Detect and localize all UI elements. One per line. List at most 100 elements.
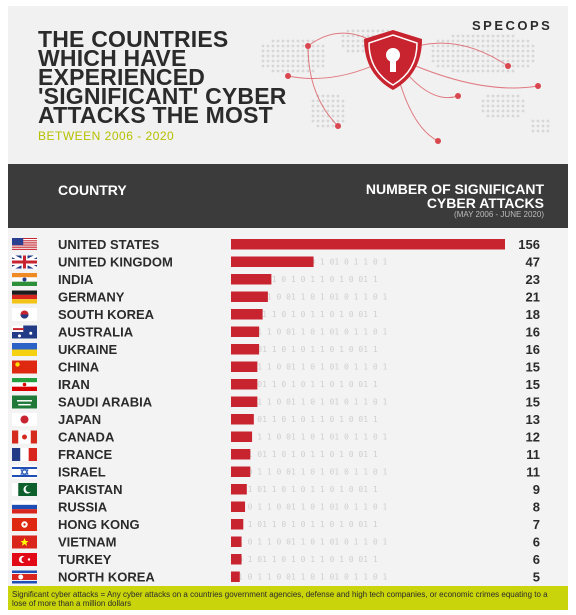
- value-label: 15: [526, 395, 540, 410]
- value-label: 8: [533, 500, 540, 515]
- bar-united-states: [231, 239, 505, 250]
- svg-text:0 1 01 1 0 1 0 1 1 0 1: 0 1 01 1 0 1 0 1 1 0 1 0 01 1: [238, 520, 378, 529]
- country-label: SOUTH KOREA: [58, 307, 155, 322]
- bar-vietnam: [231, 536, 242, 547]
- value-label: 12: [526, 430, 540, 445]
- bar-united-kingdom: [231, 256, 314, 267]
- flag-china-icon: [12, 360, 37, 374]
- svg-text:0 1 01 1 0 1 0 1 1 0 1: 0 1 01 1 0 1 0 1 1 0 1 0 01 1: [238, 485, 378, 494]
- flag-pakistan-icon: [12, 483, 37, 496]
- value-label: 15: [526, 360, 540, 375]
- bar-france: [231, 449, 251, 460]
- country-label: ISRAEL: [58, 465, 106, 480]
- shield-lock-icon: [364, 30, 422, 90]
- date-range-subtitle: BETWEEN 2006 - 2020: [38, 129, 175, 143]
- value-label: 47: [526, 255, 540, 270]
- country-label: NORTH KOREA: [58, 570, 155, 585]
- svg-text:1 0 1 1 0 01 1 0 1 01: 1 0 1 1 0 01 1 0 1 01 0 1 1 0 1: [238, 398, 387, 407]
- value-label: 6: [533, 552, 540, 567]
- flag-hong-kong-icon: [12, 518, 37, 531]
- flag-iran-icon: [12, 378, 37, 391]
- value-label: 9: [533, 482, 540, 497]
- flag-israel-icon: [12, 465, 37, 479]
- svg-text:0 1 01 1 0 1 0 1 1 0 1: 0 1 01 1 0 1 0 1 1 0 1 0 01 1: [238, 450, 378, 459]
- bar-north-korea: [231, 571, 240, 582]
- value-label: 11: [526, 465, 540, 480]
- bar-iran: [231, 379, 258, 390]
- bar-hong-kong: [231, 519, 244, 530]
- flag-saudi-arabia-icon: [12, 395, 37, 409]
- country-label: AUSTRALIA: [58, 325, 134, 340]
- country-label: SAUDI ARABIA: [58, 395, 153, 410]
- svg-text:1 0 1 1 0 01 1 0 1 01: 1 0 1 1 0 01 1 0 1 01 0 1 1 0 1: [238, 503, 387, 512]
- country-label: HONG KONG: [58, 517, 140, 532]
- value-label: 16: [526, 325, 540, 340]
- binary-background-pattern: 0 1 01 1 0 1 0 1 1 0 1 0 01 1 1 0 1 1 0 0…: [238, 240, 387, 582]
- world-map-network-icon: [261, 29, 550, 144]
- country-label: UKRAINE: [58, 342, 118, 357]
- svg-text:1 0 1 1 0 01 1 0 1 01: 1 0 1 1 0 01 1 0 1 01 0 1 1 0 1: [238, 328, 387, 337]
- value-label: 21: [526, 290, 540, 305]
- country-label: GERMANY: [58, 290, 125, 305]
- bar-ukraine: [231, 344, 260, 355]
- country-label: VIETNAM: [58, 535, 117, 550]
- value-label: 5: [533, 570, 540, 585]
- bar-saudi-arabia: [231, 396, 258, 407]
- svg-text:1 0 1 1 0 01 1 0 1 01: 1 0 1 1 0 01 1 0 1 01 0 1 1 0 1: [238, 468, 387, 477]
- flag-vietnam-icon: [12, 535, 37, 549]
- period-note: (MAY 2006 - JUNE 2020): [454, 210, 544, 219]
- bar-australia: [231, 326, 260, 337]
- flag-ukraine-icon: [12, 343, 37, 356]
- bar-india: [231, 274, 272, 285]
- svg-text:1 0 1 1 0 01 1 0 1 01: 1 0 1 1 0 01 1 0 1 01 0 1 1 0 1: [238, 293, 387, 302]
- flag-japan-icon: [12, 413, 37, 426]
- bar-japan: [231, 414, 254, 425]
- attacks-column-header: NUMBER OF SIGNIFICANT CYBER ATTACKS: [365, 181, 544, 211]
- svg-text:0 1 01 1 0 1 0 1 1 0 1: 0 1 01 1 0 1 0 1 1 0 1 0 01 1: [238, 275, 378, 284]
- brand-logo: SPECOPS: [472, 18, 553, 33]
- value-label: 11: [526, 447, 540, 462]
- flag-france-icon: [12, 448, 37, 461]
- svg-text:0 1 01 1 0 1 0 1 1 0 1: 0 1 01 1 0 1 0 1 1 0 1 0 01 1: [238, 415, 378, 424]
- footnote: Significant cyber attacks = Any cyber at…: [12, 590, 548, 608]
- footer-band: Significant cyber attacks = Any cyber at…: [8, 586, 568, 610]
- bar-chart: 0 1 01 1 0 1 0 1 1 0 1 0 01 1 1 0 1 1 0 0…: [11, 237, 540, 585]
- column-header-bar: COUNTRY NUMBER OF SIGNIFICANT CYBER ATTA…: [8, 164, 568, 228]
- value-label: 15: [526, 377, 540, 392]
- value-label: 156: [518, 237, 540, 252]
- svg-text:1 0 1 1 0 01 1 0 1 01: 1 0 1 1 0 01 1 0 1 01 0 1 1 0 1: [238, 433, 387, 442]
- country-label: FRANCE: [58, 447, 112, 462]
- country-label: CHINA: [58, 360, 100, 375]
- bar-canada: [231, 431, 253, 442]
- flag-canada-icon: [12, 430, 37, 444]
- header: THE COUNTRIES WHICH HAVE EXPERIENCED 'SI…: [8, 6, 568, 164]
- flag-united-kingdom-icon: [11, 254, 38, 270]
- value-label: 6: [533, 535, 540, 550]
- country-label: PAKISTAN: [58, 482, 123, 497]
- svg-text:1 0 1 1 0 01 1 0 1 01: 1 0 1 1 0 01 1 0 1 01 0 1 1 0 1: [238, 573, 387, 582]
- svg-text:1 0 1 1 0 01 1 0 1 01: 1 0 1 1 0 01 1 0 1 01 0 1 1 0 1: [238, 538, 387, 547]
- country-label: UNITED STATES: [58, 237, 160, 252]
- country-label: TURKEY: [58, 552, 112, 567]
- flag-turkey-icon: [12, 553, 37, 566]
- flag-germany-icon: [12, 290, 37, 304]
- value-label: 13: [526, 412, 540, 427]
- flag-russia-icon: [12, 500, 37, 514]
- flag-india-icon: [12, 273, 37, 286]
- country-label: CANADA: [58, 430, 115, 445]
- bar-turkey: [231, 554, 242, 565]
- flag-south-korea-icon: [12, 308, 37, 321]
- page-title: THE COUNTRIES WHICH HAVE EXPERIENCED 'SI…: [38, 26, 287, 128]
- svg-text:1 0 1 1 0 01 1 0 1 01: 1 0 1 1 0 01 1 0 1 01 0 1 1 0 1: [238, 363, 387, 372]
- bar-germany: [231, 291, 268, 302]
- country-label: IRAN: [58, 377, 90, 392]
- country-label: RUSSIA: [58, 500, 108, 515]
- country-label: JAPAN: [58, 412, 101, 427]
- country-label: UNITED KINGDOM: [58, 255, 173, 270]
- svg-text:0 1 01 1 0 1 0 1 1 0 1: 0 1 01 1 0 1 0 1 1 0 1 0 01 1: [238, 310, 378, 319]
- value-label: 7: [533, 517, 540, 532]
- svg-text:0 1 01 1 0 1 0 1 1 0 1: 0 1 01 1 0 1 0 1 1 0 1 0 01 1: [238, 345, 378, 354]
- value-label: 23: [526, 272, 540, 287]
- value-label: 16: [526, 342, 540, 357]
- svg-text:0 1 01 1 0 1 0 1 1 0 1: 0 1 01 1 0 1 0 1 1 0 1 0 01 1: [238, 380, 378, 389]
